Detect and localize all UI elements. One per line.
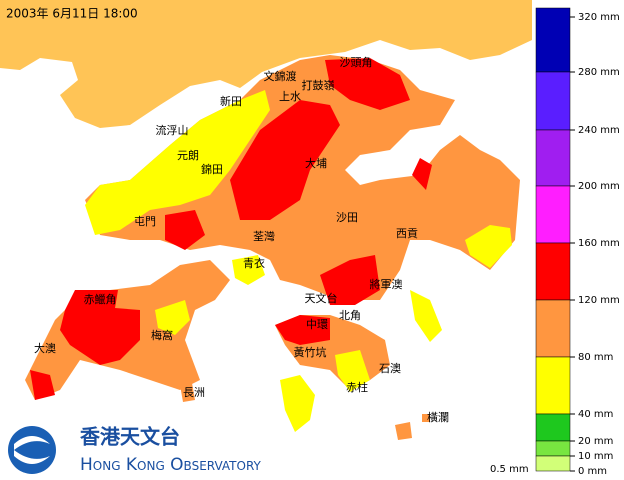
yellow-east — [465, 225, 512, 268]
place-label: 天文台 — [305, 291, 338, 305]
place-label: 文錦渡 — [264, 69, 297, 83]
timestamp: 2003年 6月11日 18:00 — [6, 7, 138, 21]
red-sk — [412, 158, 432, 190]
logo-chinese: 香港天文台 — [80, 425, 180, 449]
place-label: 流浮山 — [156, 123, 189, 137]
legend-label: 10 mm — [578, 451, 613, 462]
legend-swatch — [535, 242, 571, 301]
place-label: 將軍澳 — [370, 277, 403, 291]
place-label: 西貢 — [396, 227, 418, 240]
legend-bottom-label: 0.5 mm — [490, 464, 529, 475]
legend-label: 40 mm — [578, 409, 613, 420]
legend-swatch — [535, 185, 571, 244]
po-toi — [395, 422, 412, 440]
legend-swatch — [535, 440, 571, 457]
place-label: 上水 — [279, 90, 301, 103]
legend-label: 160 mm — [578, 238, 620, 249]
legend-label: 200 mm — [578, 181, 620, 192]
logo: 香港天文台 Hong Kong Observatory — [8, 425, 262, 475]
place-label: 大埔 — [305, 156, 327, 170]
logo-english: Hong Kong Observatory — [80, 455, 262, 475]
logo-mark — [8, 426, 56, 474]
red-lantau — [60, 290, 140, 365]
lamma — [280, 375, 315, 432]
place-label: 石澳 — [379, 362, 401, 375]
legend-swatch — [535, 413, 571, 442]
map-shapes — [0, 0, 532, 440]
legend-label: 280 mm — [578, 67, 620, 78]
place-label: 荃灣 — [253, 229, 275, 243]
place-label: 長洲 — [183, 386, 205, 399]
place-label: 北角 — [339, 309, 361, 322]
place-label: 新田 — [220, 94, 242, 108]
yellow-mw — [155, 300, 190, 335]
yellow-nw — [85, 90, 270, 235]
yellow-ty — [232, 255, 265, 285]
place-label: 大澳 — [34, 341, 56, 355]
legend-swatch — [535, 7, 571, 73]
cheung-chau — [180, 383, 195, 402]
legend-label: 80 mm — [578, 352, 613, 363]
legend-swatch — [535, 71, 571, 131]
place-label: 黃竹坑 — [294, 345, 327, 359]
logo-swoosh — [14, 436, 50, 464]
legend: 320 mm 280 mm 240 mm 200 mm 160 mm 120 mm 80 m… — [490, 7, 620, 477]
waglan — [422, 414, 430, 422]
red-sta — [325, 58, 410, 110]
legend-label: 120 mm — [578, 295, 620, 306]
legend-label: 240 mm — [578, 125, 620, 136]
red-tm — [165, 210, 205, 250]
legend-label: 320 mm — [578, 12, 620, 23]
red-tko — [320, 255, 380, 305]
place-label: 屯門 — [134, 215, 156, 228]
place-label: 元朗 — [177, 149, 199, 162]
place-label: 中環 — [306, 318, 328, 331]
red-central — [275, 315, 330, 345]
legend-swatch — [535, 356, 571, 415]
place-label: 打鼓嶺 — [302, 78, 335, 92]
place-label: 赤鱲角 — [84, 293, 117, 306]
place-label: 橫瀾 — [427, 410, 449, 424]
place-label: 錦田 — [201, 162, 223, 176]
legend-label: 0 mm — [578, 466, 607, 477]
place-label: 沙頭角 — [340, 56, 373, 69]
place-label: 赤柱 — [346, 380, 368, 394]
place-label: 沙田 — [336, 211, 358, 224]
yellow-clearwater — [410, 290, 442, 342]
place-label: 青衣 — [243, 256, 265, 270]
yellow-stanley — [335, 350, 370, 392]
place-label: 梅窩 — [151, 328, 173, 342]
legend-swatch — [535, 129, 571, 187]
legend-swatch — [535, 299, 571, 358]
mainland — [0, 0, 532, 128]
red-north — [230, 100, 340, 220]
red-taio — [30, 370, 55, 400]
legend-swatch — [535, 455, 571, 472]
legend-label: 20 mm — [578, 436, 613, 447]
